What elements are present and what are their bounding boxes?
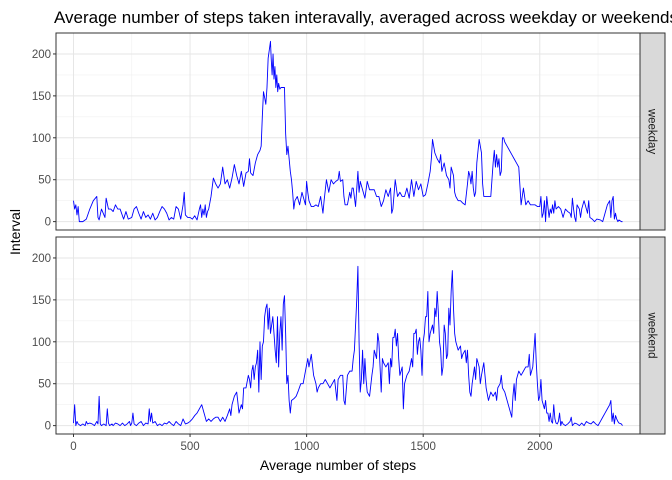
x-tick-label: 1000 bbox=[294, 441, 320, 453]
y-tick-label: 200 bbox=[32, 49, 51, 61]
panel-weekend: 0 50 100 150 200 weekend bbox=[32, 236, 666, 435]
facet-label-weekday: weekday bbox=[646, 108, 658, 155]
x-axis-title: Average number of steps bbox=[260, 457, 416, 473]
y-tick-label: 100 bbox=[32, 133, 51, 145]
x-tick-label: 2000 bbox=[527, 441, 553, 453]
y-tick-label: 150 bbox=[32, 91, 51, 103]
panel-weekday: 0 50 100 150 200 weekday bbox=[32, 32, 666, 231]
x-tick-label: 0 bbox=[70, 441, 76, 453]
facet-strip-weekend bbox=[639, 236, 666, 435]
panel-background bbox=[56, 33, 640, 230]
facet-panels: 0 50 100 150 200 weekday 0 50 100 150 200 weekend 0 5… bbox=[32, 32, 666, 453]
series-line-weekday bbox=[73, 40, 623, 223]
facet-label-weekend: weekend bbox=[646, 311, 658, 358]
y-tick-label: 50 bbox=[38, 379, 51, 391]
y-axis-title: Interval bbox=[7, 209, 23, 255]
y-tick-label: 50 bbox=[38, 175, 51, 187]
x-tick-label: 500 bbox=[180, 441, 199, 453]
y-tick-label: 0 bbox=[45, 217, 51, 229]
x-tick-label: 1500 bbox=[410, 441, 436, 453]
y-tick-label: 0 bbox=[45, 421, 51, 433]
chart-title: Average number of steps taken interavall… bbox=[54, 8, 672, 27]
y-tick-label: 150 bbox=[32, 295, 51, 307]
facet-strip-weekday bbox=[639, 32, 666, 231]
y-tick-label: 200 bbox=[32, 253, 51, 265]
series-line-weekend bbox=[73, 265, 623, 427]
y-tick-label: 100 bbox=[32, 337, 51, 349]
